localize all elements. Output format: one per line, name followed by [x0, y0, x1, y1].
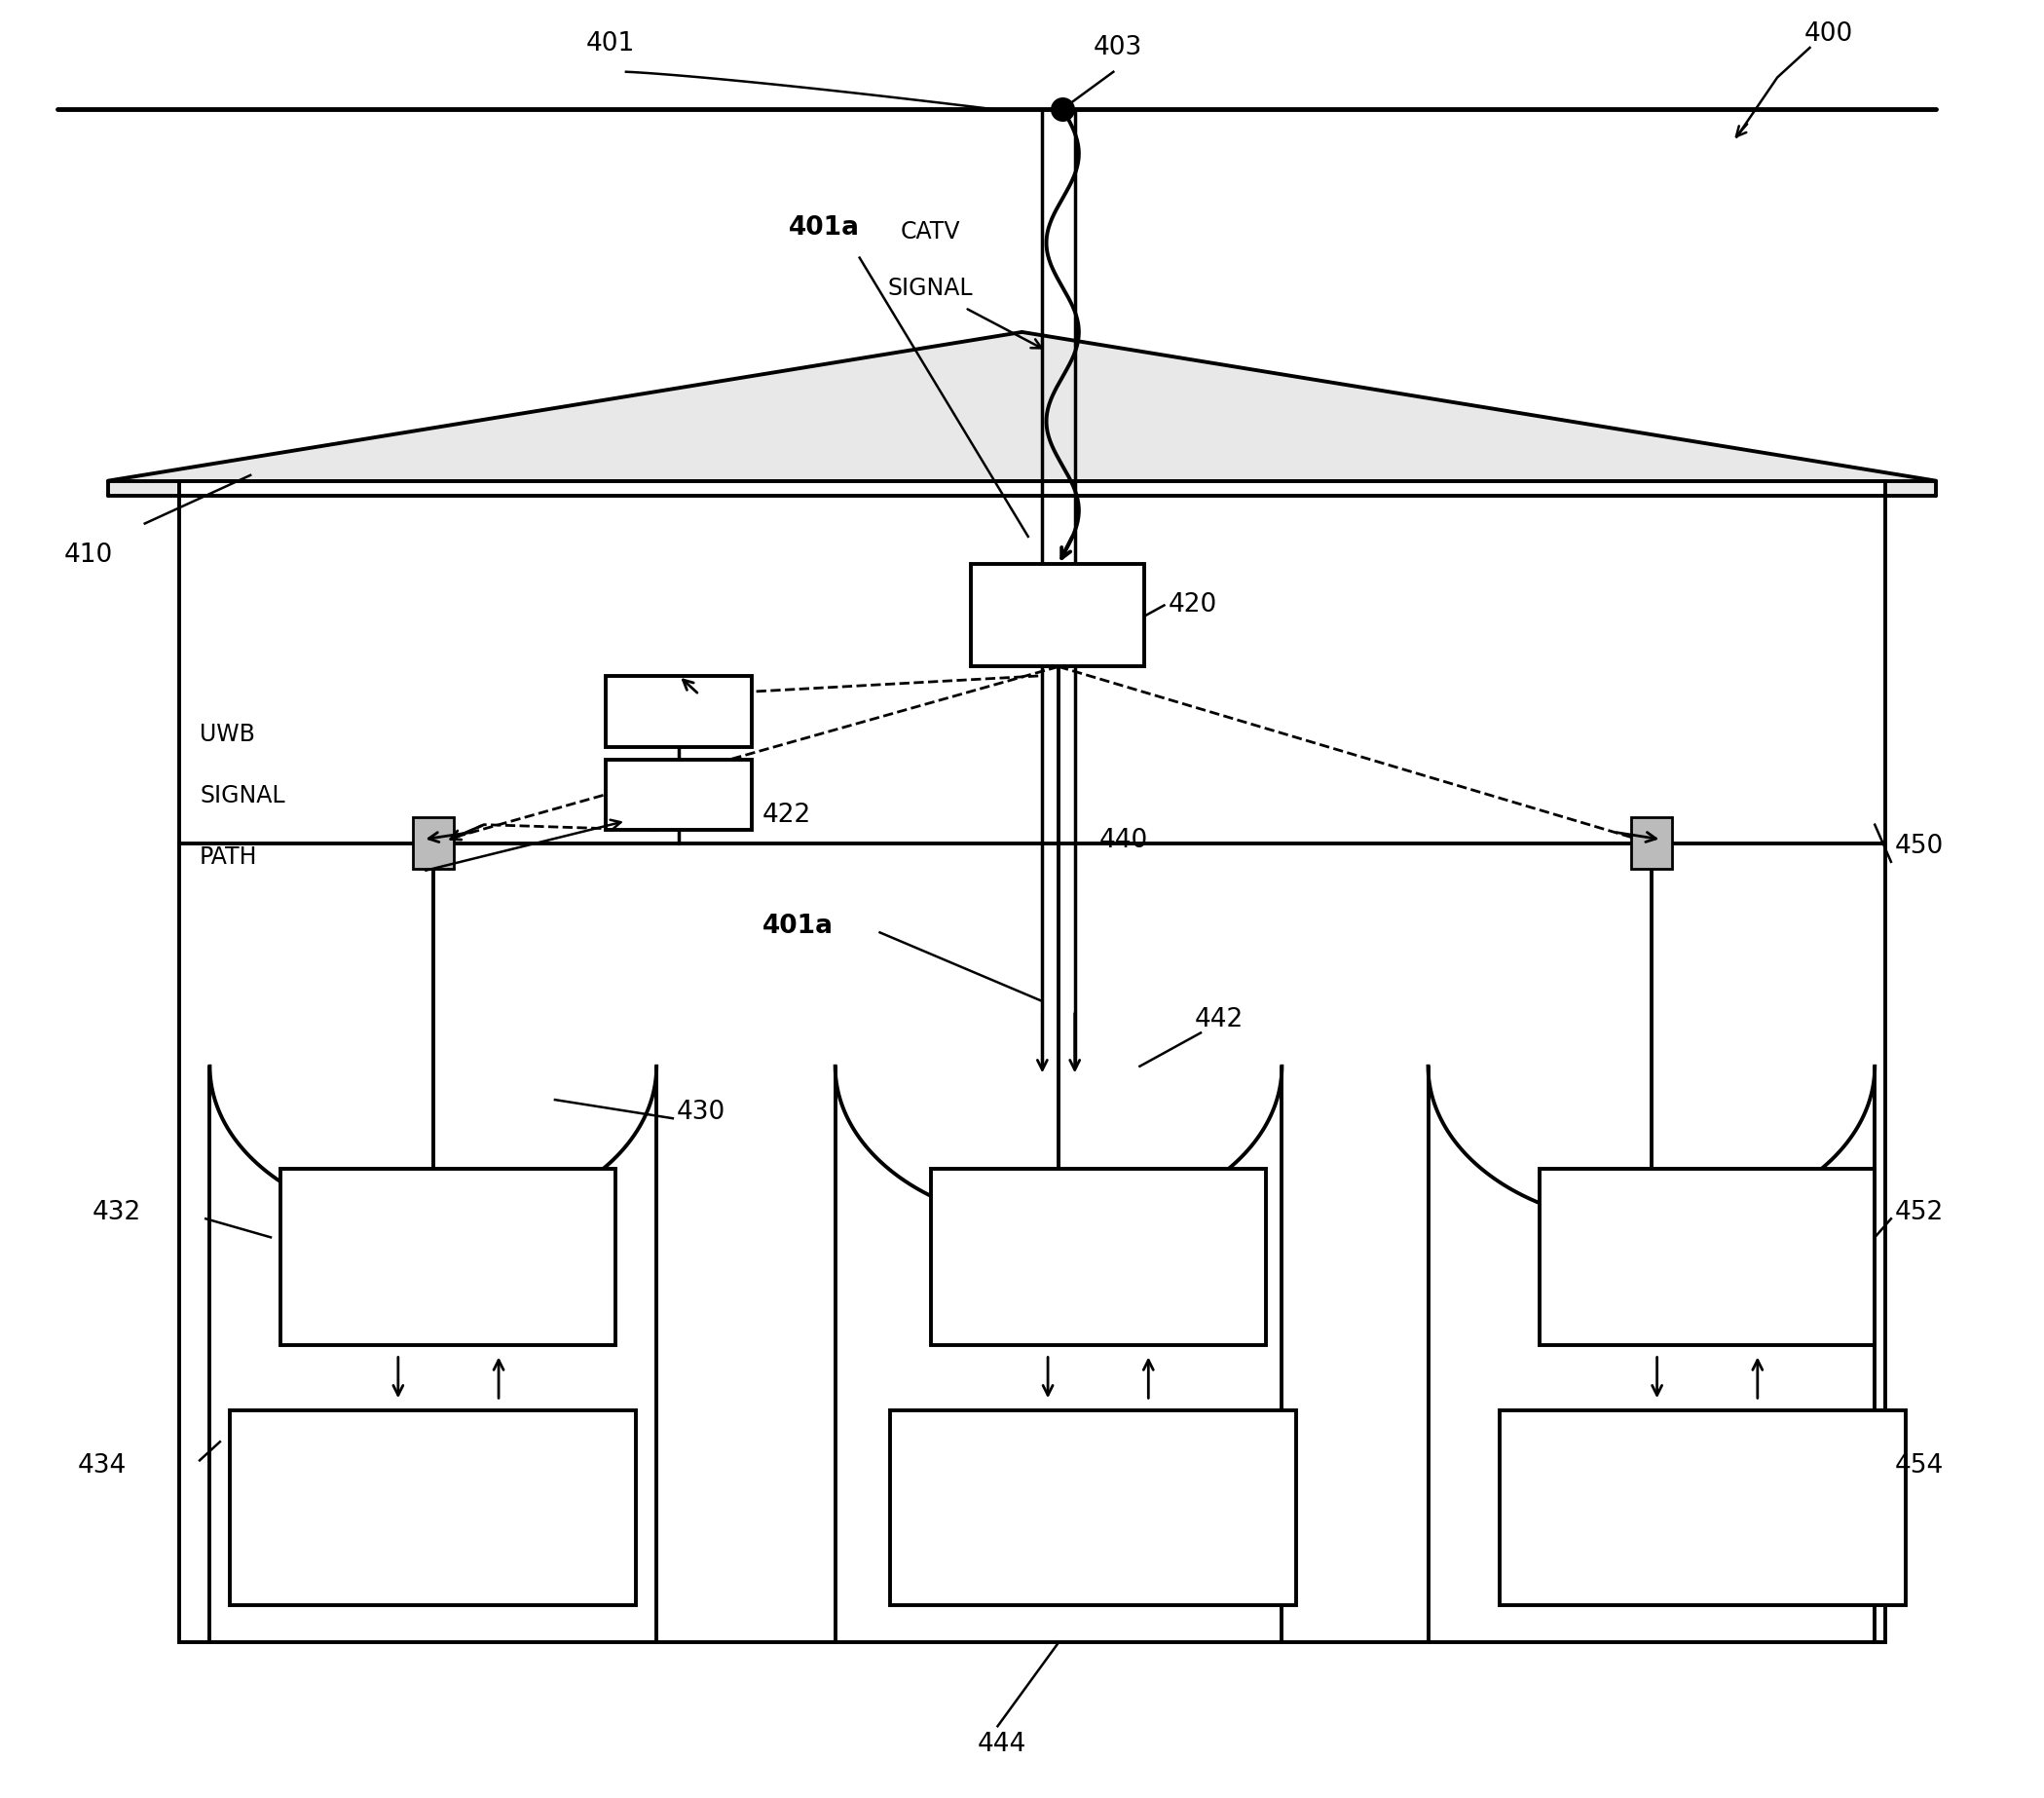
Text: 403: 403 — [1094, 34, 1143, 59]
Bar — [231, 1410, 636, 1606]
Bar — [605, 759, 752, 831]
Text: 400: 400 — [1803, 22, 1852, 47]
Text: 401a: 401a — [762, 913, 834, 939]
Text: UWB: UWB — [200, 723, 256, 746]
Text: 440: 440 — [1100, 829, 1149, 854]
Bar — [1631, 818, 1672, 868]
Text: 450: 450 — [1895, 834, 1944, 859]
Text: SIGNAL: SIGNAL — [887, 277, 973, 300]
Bar — [971, 565, 1145, 667]
Text: 410: 410 — [63, 543, 112, 568]
Bar — [1539, 1169, 1874, 1345]
Text: 442: 442 — [1194, 1007, 1243, 1032]
Bar — [605, 676, 752, 746]
Bar — [889, 1410, 1296, 1606]
Bar — [1498, 1410, 1905, 1606]
Text: 434: 434 — [78, 1453, 127, 1478]
Text: CATV: CATV — [901, 221, 961, 245]
Text: SIGNAL: SIGNAL — [200, 784, 284, 807]
Bar — [280, 1169, 615, 1345]
Text: 422: 422 — [762, 802, 811, 827]
Bar — [413, 818, 454, 868]
Bar — [180, 480, 1885, 1643]
Text: 432: 432 — [92, 1199, 141, 1226]
Text: 452: 452 — [1895, 1199, 1944, 1226]
Polygon shape — [108, 333, 1936, 496]
Bar — [930, 1169, 1265, 1345]
Text: 401a: 401a — [789, 216, 861, 241]
Text: 420: 420 — [1169, 592, 1216, 619]
Text: 430: 430 — [677, 1100, 726, 1126]
Text: 401: 401 — [585, 31, 634, 56]
Text: PATH: PATH — [200, 845, 258, 868]
Text: 444: 444 — [977, 1731, 1026, 1757]
Text: 454: 454 — [1895, 1453, 1944, 1478]
